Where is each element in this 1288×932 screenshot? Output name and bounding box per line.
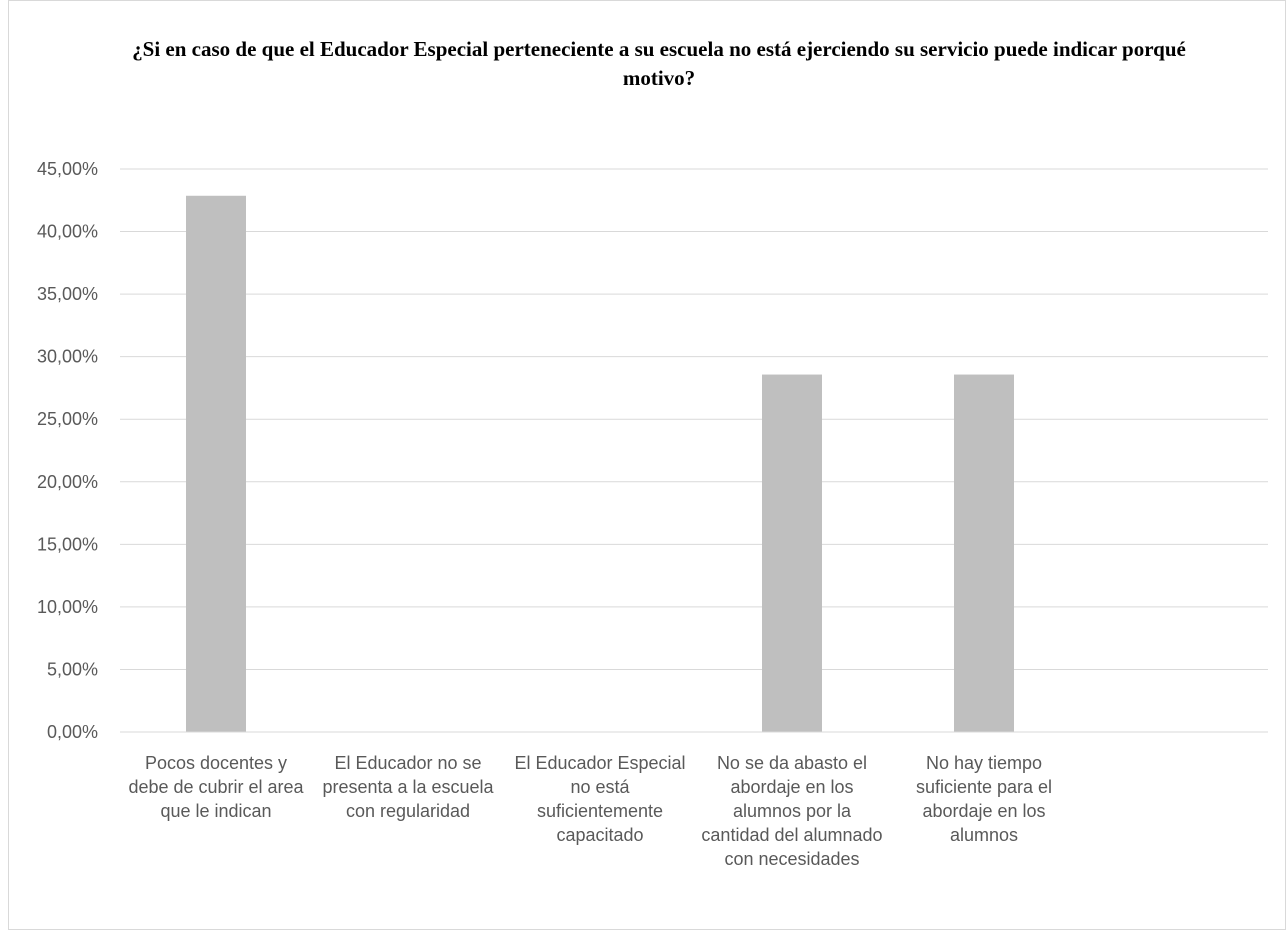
y-tick-label: 20,00% bbox=[37, 472, 98, 492]
y-tick-label: 0,00% bbox=[47, 722, 98, 742]
x-tick-label: No hay tiempo suficiente para el abordaj… bbox=[915, 753, 1053, 845]
bars bbox=[186, 195, 1014, 732]
x-tick-label: El Educador Especial no está suficientem… bbox=[514, 753, 686, 845]
bar bbox=[954, 374, 1014, 732]
y-tick-label: 5,00% bbox=[47, 659, 98, 679]
x-tick-label: Pocos docentes y debe de cubrir el area … bbox=[128, 753, 304, 821]
y-tick-label: 10,00% bbox=[37, 597, 98, 617]
chart-title: ¿Si en caso de que el Educador Especial … bbox=[132, 37, 1186, 90]
bar bbox=[186, 195, 246, 732]
y-axis-ticks: 0,00% 5,00% 10,00% 15,00% 20,00% 25,00% 30,00%… bbox=[37, 159, 98, 742]
y-tick-label: 35,00% bbox=[37, 284, 98, 304]
y-tick-label: 25,00% bbox=[37, 409, 98, 429]
y-tick-label: 40,00% bbox=[37, 222, 98, 242]
y-tick-label: 30,00% bbox=[37, 347, 98, 367]
y-tick-label: 15,00% bbox=[37, 534, 98, 554]
y-tick-label: 45,00% bbox=[37, 159, 98, 179]
bar bbox=[762, 374, 822, 732]
x-tick-label: El Educador no se presenta a la escuela … bbox=[322, 753, 494, 821]
x-tick-label: No se da abasto el abordaje en los alumn… bbox=[701, 753, 883, 869]
gridlines bbox=[120, 168, 1268, 670]
